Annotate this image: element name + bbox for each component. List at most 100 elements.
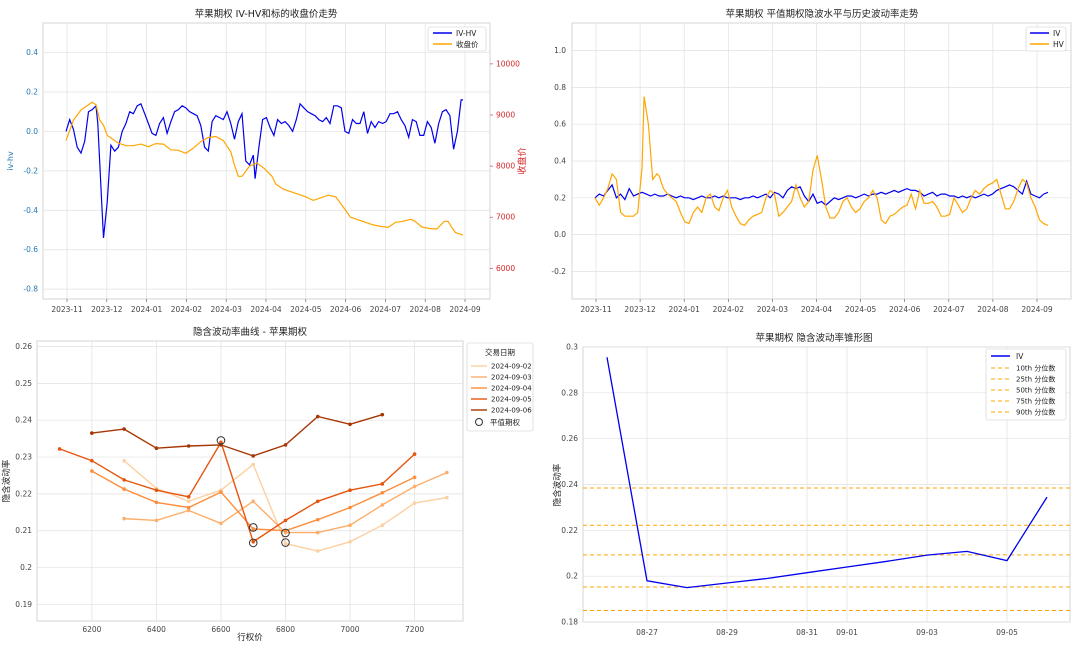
iv-point xyxy=(186,499,191,504)
x-tick-label: 09-01 xyxy=(836,628,858,637)
iv-line xyxy=(594,179,1049,206)
iv-point xyxy=(122,458,126,463)
gridlines xyxy=(572,23,1071,299)
iv-point xyxy=(186,495,191,499)
y2-tick-label: 9000 xyxy=(496,111,515,120)
y-tick-label: 1.0 xyxy=(554,46,566,55)
iv-point xyxy=(90,458,94,463)
iv-point xyxy=(348,488,352,493)
x-tick-label: 2024-01 xyxy=(669,305,701,314)
y-axis-label: 隐含波动率 xyxy=(552,463,563,506)
y-tick-label: 0.0 xyxy=(26,127,38,136)
x-tick-label: 2024-08 xyxy=(977,305,1009,314)
x-tick-label: 2024-08 xyxy=(410,305,442,314)
y-tick-label: 0.8 xyxy=(554,83,566,92)
iv-smile-panel: 隐含波动率曲线 - 苹果期权 0.190.20.210.220.230.240.… xyxy=(1,326,534,643)
legend-box xyxy=(466,342,534,432)
iv-point xyxy=(251,499,256,504)
iv-point xyxy=(122,478,126,482)
iv-point xyxy=(348,505,352,510)
y2-tick-label: 7000 xyxy=(496,213,515,222)
iv-point xyxy=(57,447,62,451)
iv-point xyxy=(412,452,417,456)
gridlines xyxy=(43,23,490,299)
legend-label: 10th 分位数 xyxy=(1016,364,1055,373)
iv-point xyxy=(122,427,126,431)
legend-atm-marker xyxy=(475,418,483,426)
chart-title: 苹果期权 隐含波动率锥形图 xyxy=(755,332,872,344)
legend-label: 25th 分位数 xyxy=(1016,375,1055,384)
plot-area xyxy=(36,340,464,622)
legend-label: 2024-09-02 xyxy=(491,363,532,371)
x-tick-label: 2024-02 xyxy=(713,305,745,314)
legend-label-iv-hv: IV-HV xyxy=(456,29,477,38)
y-tick-label: 0.4 xyxy=(554,157,566,166)
iv-point xyxy=(154,518,159,523)
legend-label: 90th 分位数 xyxy=(1016,408,1055,417)
iv-point xyxy=(251,527,256,531)
y2-tick-label: 10000 xyxy=(496,59,520,68)
iv-point xyxy=(380,482,385,486)
iv-point xyxy=(186,508,191,513)
iv-point xyxy=(348,539,352,544)
iv-point xyxy=(219,521,223,526)
legend: IV HV xyxy=(1025,26,1067,52)
atm-markers xyxy=(216,436,290,548)
chart-title: 苹果期权 IV-HV和标的收盘价走势 xyxy=(195,8,338,20)
iv-point xyxy=(154,488,159,493)
legend-label-iv: IV xyxy=(1016,352,1024,361)
series-lines xyxy=(594,96,1049,227)
x-tick-label: 2024-09 xyxy=(1021,305,1053,314)
x-tick-label: 2024-01 xyxy=(131,305,163,314)
iv-point xyxy=(315,499,320,504)
iv-curve-2024-09-05 xyxy=(59,440,416,543)
x-tick-label: 2024-03 xyxy=(757,305,789,314)
y-tick-label: 0.26 xyxy=(561,434,578,443)
y-axis-right-label: 收盘价 xyxy=(516,147,528,174)
y-axis-left-label: iv-hv xyxy=(6,151,15,171)
y-tick-label: 0.3 xyxy=(566,343,578,352)
x-tick-label: 6400 xyxy=(147,625,166,634)
iv-line xyxy=(606,357,1048,589)
plot-area xyxy=(42,22,491,300)
iv-point xyxy=(251,462,256,467)
x-tick-label: 2023-12 xyxy=(91,305,123,314)
y-tick-label: 0.23 xyxy=(15,453,32,462)
iv-point xyxy=(251,454,256,458)
y-tick-label: 0.18 xyxy=(561,618,578,627)
x-tick-label: 2024-09 xyxy=(449,305,481,314)
iv-point xyxy=(219,440,223,445)
x-tick-label: 08-31 xyxy=(796,628,818,637)
legend-label: 2024-09-05 xyxy=(491,396,532,404)
legend-label: 75th 分位数 xyxy=(1016,397,1055,406)
atm-marker xyxy=(281,528,290,538)
y-tick-label: -0.2 xyxy=(551,267,566,276)
x-tick-label: 2024-06 xyxy=(889,305,921,314)
iv-point xyxy=(154,500,159,505)
x-tick-label: 7000 xyxy=(340,625,359,634)
legend: IV 10th 分位数 25th 分位数 50th 分位数 75th 分位数 90th … xyxy=(985,348,1067,421)
gridlines xyxy=(37,341,463,621)
y-tick-label: 0.0 xyxy=(554,230,566,239)
chart-title: 隐含波动率曲线 - 苹果期权 xyxy=(193,326,307,338)
y-axis-right-ticks: 6000 7000 8000 9000 10000 xyxy=(490,59,520,273)
x-tick-label: 2023-12 xyxy=(624,305,656,314)
iv-point xyxy=(186,505,191,510)
iv-point xyxy=(380,490,385,495)
y-tick-label: -0.8 xyxy=(23,285,38,294)
x-tick-label: 08-27 xyxy=(636,628,658,637)
x-tick-label: 2023-11 xyxy=(51,305,83,314)
iv-point xyxy=(90,469,94,473)
y-tick-label: 0.28 xyxy=(561,388,578,397)
iv-point xyxy=(412,501,417,505)
iv-point xyxy=(315,517,320,522)
x-tick-label: 7200 xyxy=(405,625,424,634)
x-tick-label: 2024-07 xyxy=(933,305,965,314)
legend-label-close: 收盘价 xyxy=(456,39,479,49)
iv-point xyxy=(90,431,94,435)
x-tick-label: 09-05 xyxy=(996,628,1018,637)
series-lines xyxy=(606,357,1048,589)
series-lines xyxy=(65,99,464,238)
y-tick-label: 0.22 xyxy=(561,526,578,535)
y2-tick-label: 6000 xyxy=(496,264,515,273)
